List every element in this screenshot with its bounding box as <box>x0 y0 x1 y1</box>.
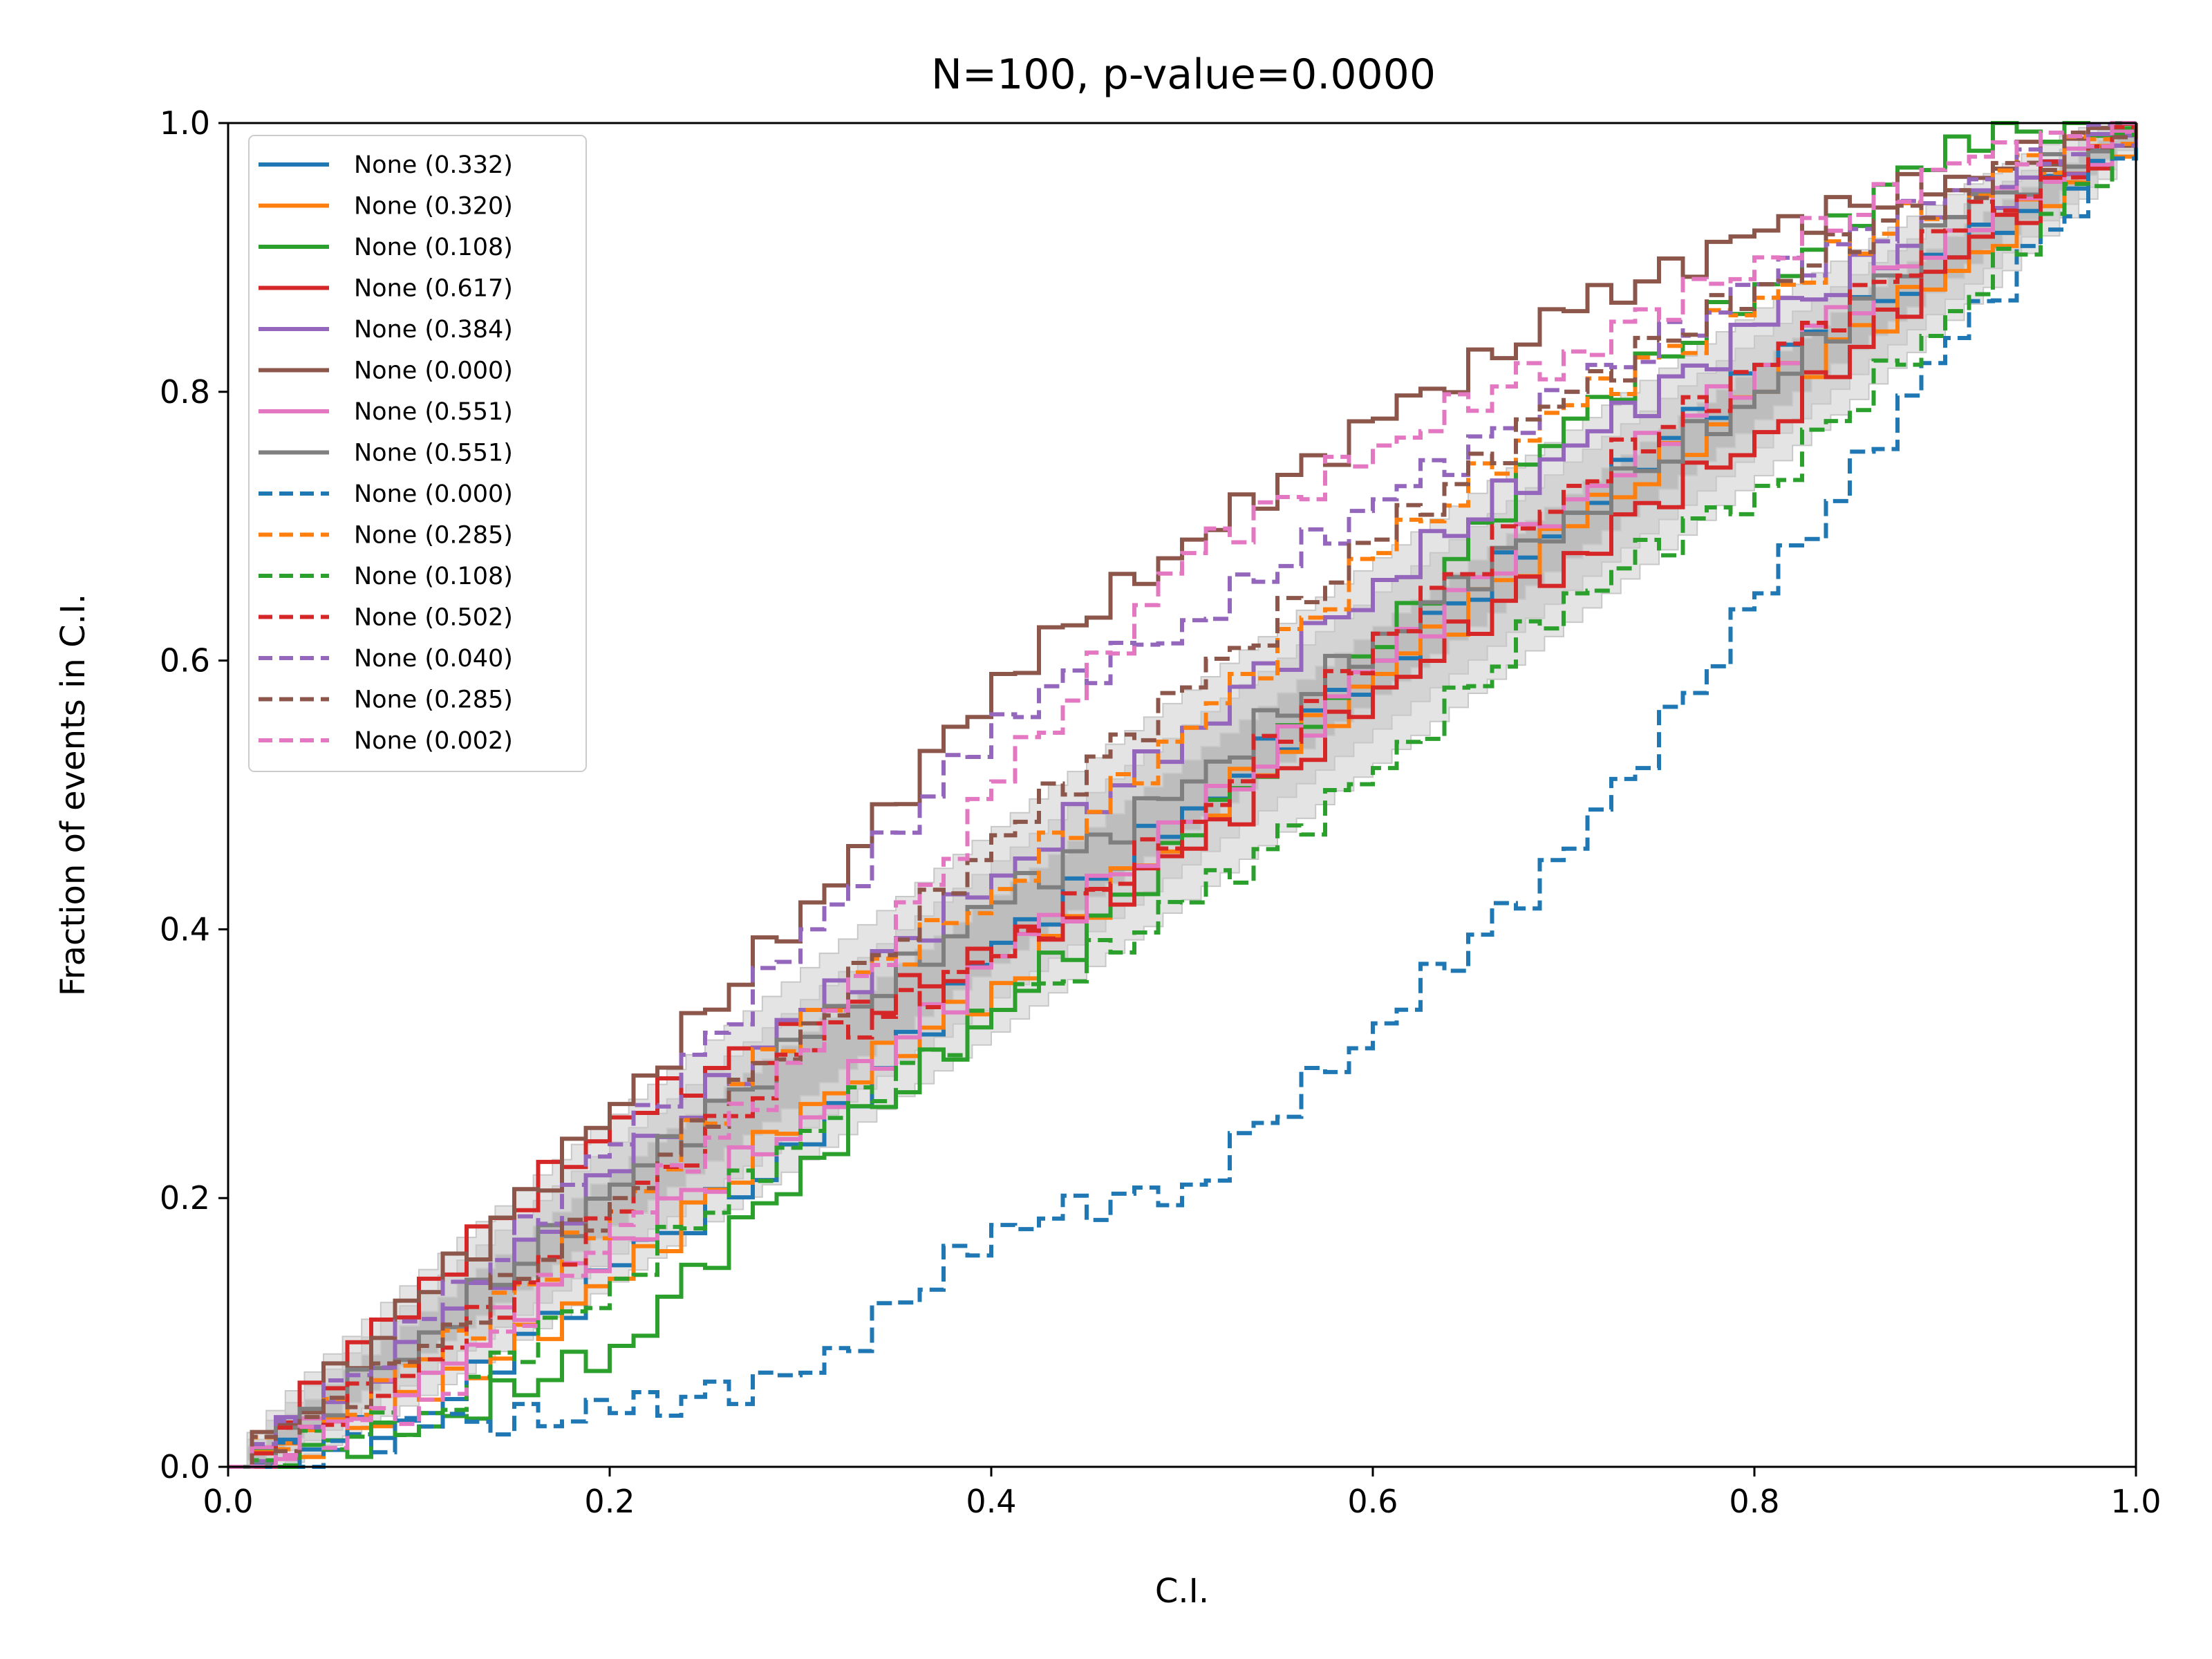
series-line-9 <box>228 123 2138 1469</box>
legend-box <box>248 135 587 772</box>
legend-label: None (0.320) <box>354 193 513 221</box>
series-line-11 <box>228 123 2138 1469</box>
chart-title: N=100, p-value=0.0000 <box>931 50 1436 99</box>
y-tick-label: 0.8 <box>160 373 210 411</box>
y-tick-label: 0.6 <box>160 642 210 679</box>
legend-label: None (0.002) <box>354 727 513 755</box>
plot-area <box>228 121 2138 1469</box>
legend-label: None (0.040) <box>354 645 513 673</box>
series-line-12 <box>228 123 2138 1469</box>
y-tick-label: 0.2 <box>160 1179 210 1217</box>
series-line-15 <box>228 121 2136 1469</box>
legend-label: None (0.384) <box>354 316 513 344</box>
legend-label: None (0.108) <box>354 234 513 261</box>
x-tick-label: 0.0 <box>203 1483 253 1520</box>
series-line-8 <box>228 121 2136 1469</box>
x-axis-label: C.I. <box>1155 1572 1209 1611</box>
x-tick-label: 0.8 <box>1729 1483 1779 1520</box>
legend-label: None (0.551) <box>354 440 513 467</box>
legend-label: None (0.617) <box>354 275 513 303</box>
x-tick-label: 0.6 <box>1347 1483 1398 1520</box>
axes-frame <box>227 122 2137 1468</box>
legend-label: None (0.000) <box>354 357 513 385</box>
series-line-14 <box>228 123 2138 1469</box>
x-tick-label: 0.4 <box>966 1483 1016 1520</box>
legend-label: None (0.285) <box>354 686 513 714</box>
y-axis-label: Fraction of events in C.I. <box>54 594 93 997</box>
y-tick-label: 0.4 <box>160 910 210 948</box>
axis-ticks: 0.0 0.2 0.4 0.6 0.8 1.0 0.0 0.2 0.4 0.6 0.8 1.0 <box>160 104 2162 1520</box>
legend-label: None (0.000) <box>354 480 513 508</box>
series-line-5 <box>228 123 2138 1469</box>
legend-label: None (0.502) <box>354 604 513 632</box>
legend-label: None (0.285) <box>354 522 513 550</box>
legend: None (0.332) None (0.320) None (0.108) None… <box>248 135 587 772</box>
series-line-13 <box>228 122 2138 1469</box>
x-tick-label: 0.2 <box>584 1483 635 1520</box>
legend-label: None (0.108) <box>354 563 513 590</box>
x-tick-label: 1.0 <box>2110 1483 2161 1520</box>
legend-label: None (0.551) <box>354 398 513 426</box>
legend-label: None (0.332) <box>354 151 513 179</box>
y-tick-label: 0.0 <box>160 1448 210 1485</box>
y-tick-label: 1.0 <box>160 104 210 142</box>
series-line-10 <box>228 123 2138 1469</box>
